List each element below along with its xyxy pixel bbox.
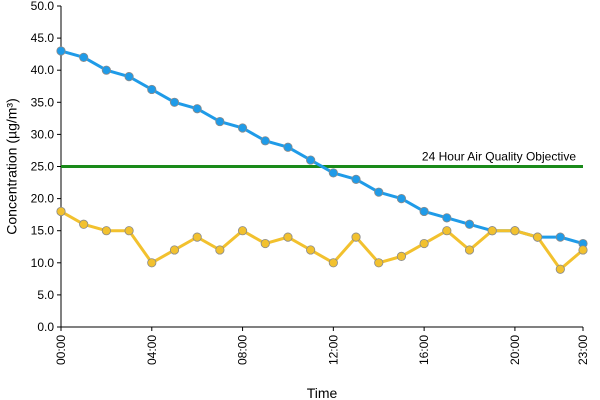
data-point [147,258,157,268]
objective-label: 24 Hour Air Quality Objective [422,150,576,164]
x-tick-label: 23:00 [576,335,590,365]
data-point [555,232,565,242]
data-point [510,226,520,236]
y-tick-label: 45.0 [31,31,55,45]
data-point [124,226,134,236]
data-point [328,258,338,268]
data-point [215,116,225,127]
y-tick-label: 25.0 [31,160,55,174]
data-point [351,174,361,184]
data-point [396,251,407,261]
data-point [147,84,157,95]
y-tick-label: 20.0 [31,192,55,206]
data-point [56,46,66,56]
x-tick-label: 12:00 [326,335,340,365]
data-point [260,136,270,146]
data-point [533,232,543,242]
series-group [56,46,588,274]
x-tick-label: 00:00 [54,335,68,365]
data-point [442,213,452,223]
data-point [306,245,316,255]
data-point [260,238,270,249]
data-point [374,258,384,268]
data-point [237,123,248,133]
x-tick-label: 20:00 [508,335,522,365]
series-2 [56,206,588,274]
data-point [101,65,111,75]
data-point [79,219,89,229]
data-point [79,52,89,62]
data-point [283,232,293,242]
data-point [351,232,361,242]
data-point [192,232,202,242]
data-point [215,245,225,255]
data-point [237,226,248,236]
data-point [101,226,111,236]
data-point [487,226,497,236]
y-tick-labels: 0.0 5.0 10.0 15.0 20.0 25.0 30.0 35.0 40.0 45.0 50… [31,0,61,334]
series-1 [56,46,588,249]
data-point [396,194,407,204]
data-point [374,187,384,197]
x-tick-label: 16:00 [417,335,431,365]
series-line [60,210,584,271]
data-point [124,72,134,82]
y-tick-label: 35.0 [31,95,55,109]
data-point [464,219,475,229]
data-point [283,142,293,152]
data-point [419,206,429,217]
y-tick-label: 0.0 [37,320,54,334]
data-point [192,104,202,114]
x-axis-title: Time [307,385,338,400]
data-point [169,245,180,255]
objective-line-group: 24 Hour Air Quality Objective [61,150,583,168]
data-point [169,97,180,107]
y-tick-label: 30.0 [31,127,55,141]
y-axis-title: Concentration (µg/m³) [4,98,20,234]
x-tick-label: 04:00 [145,335,159,365]
y-tick-label: 15.0 [31,224,55,238]
y-tick-label: 50.0 [31,0,55,13]
data-point [442,226,452,236]
data-point [555,264,565,274]
data-point [56,206,66,217]
x-tick-labels: 00:00 04:00 08:00 12:00 16:00 20:00 23:00 [54,327,590,365]
data-point [464,245,475,255]
y-tick-label: 10.0 [31,256,55,270]
data-point [328,168,338,178]
y-tick-label: 40.0 [31,63,55,77]
data-point [419,238,429,249]
y-tick-label: 5.0 [37,288,54,302]
data-point [578,245,588,255]
x-tick-label: 08:00 [236,335,250,365]
series-line [60,49,584,245]
data-point [306,155,316,165]
